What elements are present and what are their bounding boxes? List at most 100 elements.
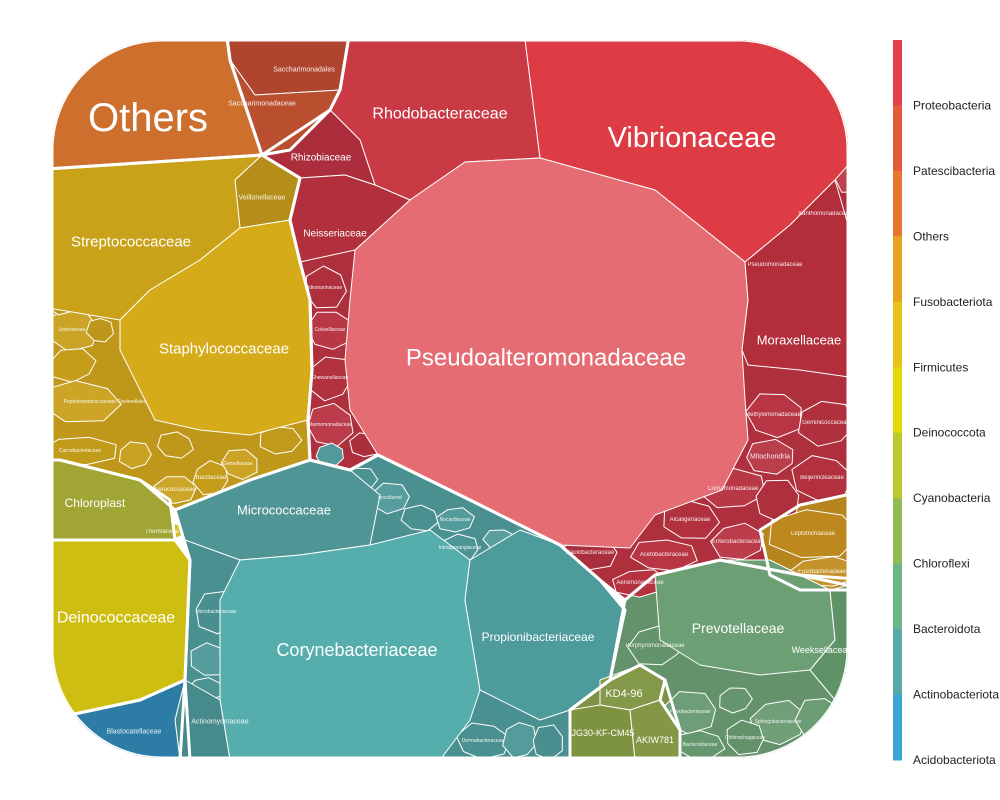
- phylum-boundary: [220, 40, 357, 157]
- small-family-cell: [768, 509, 848, 558]
- family-label-akiw781: AKIW781: [636, 735, 674, 745]
- family-label-rhizobiaceae: Rhizobiaceae: [291, 153, 352, 164]
- phylum-boundary: [568, 663, 682, 758]
- family-label-dermabacteraceae: Dermabacteraceae: [462, 738, 505, 744]
- family-label-marinomonadaceae: Marinomonadaceae: [308, 422, 352, 428]
- family-label-others: Others: [88, 96, 208, 140]
- legend-label: Proteobacteria: [913, 98, 991, 112]
- family-label-carnobacteriaceae: Carnobacteriaceae: [59, 448, 101, 454]
- family-label-nocardiaceae: Nocardiaceae: [440, 517, 471, 523]
- legend-label: Bacteroidota: [913, 622, 981, 636]
- legend-label: Chloroflexi: [913, 557, 970, 571]
- legend-swatch: [893, 105, 902, 172]
- family-label-veillonellaceae: Veillonellaceae: [239, 195, 286, 202]
- family-label-micrococcaceae: Micrococcaceae: [237, 503, 331, 518]
- legend-color-bar: [893, 40, 902, 761]
- small-family-cell: [400, 504, 440, 532]
- legend-label: Deinococcota: [913, 426, 986, 440]
- family-label-enterobacteriaceae: Enterobacteriaceae: [712, 539, 765, 545]
- family-label-blastocatellaceae: Blastocatellaceae: [107, 729, 162, 736]
- family-label-chloroplast: Chloroplast: [65, 496, 126, 510]
- family-label-neisseriaceae: Neisseriaceae: [303, 229, 367, 240]
- small-family-cell: [719, 687, 753, 714]
- small-family-cell: [52, 380, 122, 423]
- small-family-cell: [118, 441, 152, 470]
- family-label-aeromonadaceae: Aeromonadaceae: [616, 580, 664, 586]
- family-label-sphingobacteriaceae: Sphingobacteriaceae: [755, 719, 802, 725]
- family-label-streptococcaceae: Streptococcaceae: [71, 234, 191, 251]
- family-label-gemellaceae: Gemellaceae: [223, 461, 253, 467]
- family-label-xanthomonadaceae: Xanthomonadaceae: [798, 211, 852, 217]
- small-family-cell: [710, 522, 764, 560]
- family-label-peptostreptococcaceae-tissierellales: Peptostreptococcaceae-Tissierellales: [64, 399, 147, 405]
- family-label-acetobacteraceae: Acetobacteraceae: [640, 552, 689, 558]
- family-label-comamonadaceae: Comamonadaceae: [708, 486, 759, 492]
- phylum-boundary: [173, 453, 627, 758]
- family-label-saccharimonadaceae: Saccharimonadaceae: [228, 101, 296, 108]
- small-family-cell: [52, 436, 117, 466]
- family-label-microbacteriaceae: Microbacteriaceae: [196, 609, 237, 615]
- family-label-colwelliaceae: Colwelliaceae: [315, 327, 346, 333]
- phylum-boundary: [758, 488, 848, 592]
- family-label-mitochondria: Mitochondria: [750, 454, 790, 461]
- legend-label: Patescibacteria: [913, 164, 995, 178]
- family-label-propionibacteriaceae: Propionibacteriaceae: [482, 630, 595, 644]
- family-label-aerococcaceae: Aerococcaceae: [154, 487, 196, 493]
- family-label-methylomonadaceae: Methylomonadaceae: [745, 412, 801, 418]
- family-label-intrasporangiaceae: Intrasporangiaceae: [439, 545, 482, 551]
- small-family-cell: [435, 507, 475, 533]
- phylum-boundary: [52, 458, 177, 542]
- family-label-vibrionaceae: Vibrionaceae: [608, 122, 777, 154]
- family-label-pseudomonadaceae: Pseudomonadaceae: [747, 262, 803, 268]
- family-label-geminicoccaceae: Geminicoccaceae: [802, 420, 850, 426]
- family-label-flavobacteriaceae: Flavobacteriaceae: [670, 709, 711, 715]
- family-label-kd4-96: KD4-96: [605, 688, 642, 700]
- family-label-pseudoalteromonadaceae: Pseudoalteromonadaceae: [406, 345, 686, 372]
- family-label-saccharimonadales: Saccharimonadales: [273, 67, 335, 74]
- family-label-moraxellaceae: Moraxellaceae: [757, 333, 842, 348]
- family-label-uncultured: uncultured: [378, 495, 402, 501]
- legend-label: Firmicutes: [913, 360, 968, 374]
- legend-label: Fusobacteriota: [913, 295, 993, 309]
- legend-swatch: [893, 498, 902, 565]
- small-family-cell: [220, 449, 258, 480]
- family-label-weeksellaceae: Weeksellaceae: [792, 645, 853, 655]
- legend-label: Cyanobacteria: [913, 491, 991, 505]
- family-label-staphylococcaceae: Staphylococcaceae: [159, 341, 289, 358]
- family-label-bacillaceae: Bacillaceae: [196, 475, 227, 481]
- family-label-listeriaceae: Listeriaceae: [59, 327, 86, 333]
- small-family-cell: [157, 431, 194, 459]
- family-label-beijerinckiaceae: Beijerinckiaceae: [800, 475, 844, 481]
- small-family-cell: [797, 400, 848, 447]
- family-labels: Others Saccharimonadales Saccharimonadacea…: [57, 67, 853, 749]
- family-label-caulobacteraceae: Caulobacteraceae: [566, 550, 615, 556]
- legend-swatch: [893, 236, 902, 303]
- treemap-area: Others Saccharimonadales Saccharimonadacea…: [52, 40, 853, 758]
- family-label-shewanellaceae: Shewanellaceae: [312, 375, 349, 381]
- legend-swatch: [893, 694, 902, 761]
- small-family-cell: [85, 318, 114, 343]
- small-family-cell: [192, 460, 229, 496]
- legend-swatch: [893, 629, 902, 696]
- legend-label: Others: [913, 229, 949, 243]
- small-family-cell: [726, 719, 764, 756]
- legend-labels: Proteobacteria Patescibacteria Others Fusob…: [913, 98, 999, 767]
- small-family-cell: [629, 539, 698, 572]
- family-label-actinomycetaceae: Actinomycetaceae: [191, 719, 248, 726]
- cell-pseudoalteromonadaceae: [344, 157, 749, 549]
- small-family-cell: [674, 730, 726, 758]
- small-family-cell: [746, 438, 794, 475]
- family-label-alcaligenaceae: Alcaligenaceae: [670, 517, 711, 523]
- family-label-bacteroidaceae: Bacteroidaceae: [683, 742, 718, 748]
- family-label-rhodobacteraceae: Rhodobacteraceae: [372, 106, 507, 123]
- legend-label: Actinobacteriota: [913, 688, 999, 702]
- cell-moraxellaceae: [741, 179, 848, 381]
- family-label-thermaceae: Thermaceae: [145, 529, 179, 535]
- cell-deinococcaceae: [52, 539, 191, 716]
- family-label-idiomarinaceae: Idiomarinaceae: [308, 285, 342, 291]
- legend-swatch: [893, 432, 902, 499]
- family-label-fusobacteriaceae: Fusobacteriaceae: [798, 569, 846, 575]
- legend-swatch: [893, 40, 902, 106]
- legend-swatch: [893, 301, 902, 368]
- family-label-prevotellaceae: Prevotellaceae: [692, 620, 785, 636]
